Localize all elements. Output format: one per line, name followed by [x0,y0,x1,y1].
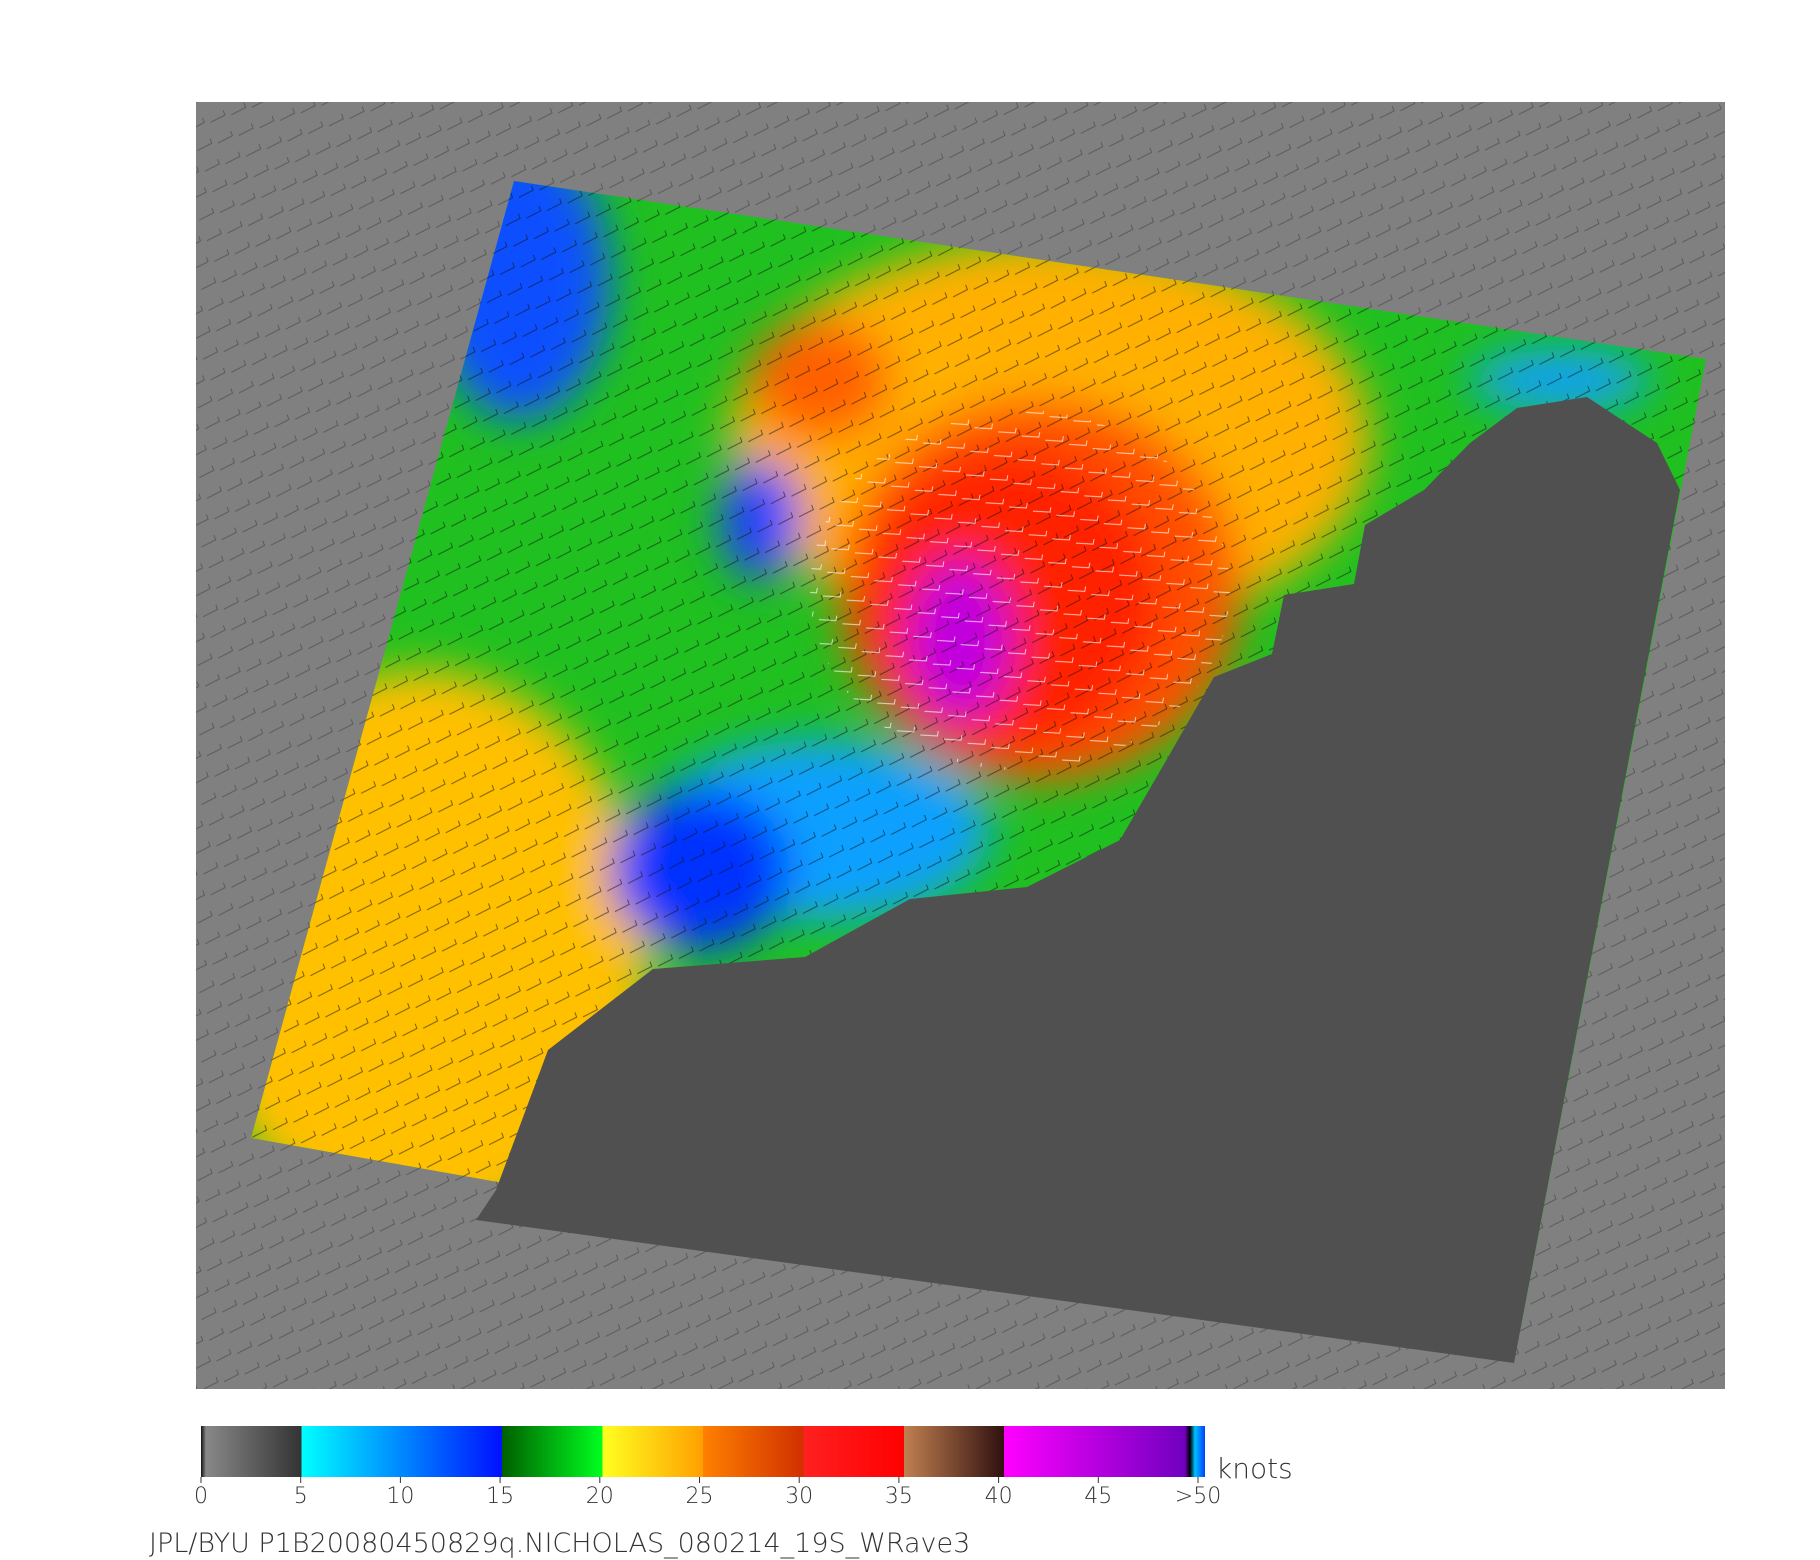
colorbar-tick-label: 20 [586,1484,614,1509]
colorbar-scale [201,1426,1205,1477]
caption: JPL/BYU P1B20080450829q.NICHOLAS_080214_… [149,1528,970,1559]
colorbar-unit: knots [1216,1452,1293,1485]
land-mask [476,397,1680,1363]
colorbar-tick-label: 10 [386,1484,414,1509]
colorbar-tick-label: 5 [294,1484,308,1509]
colorbar-tick-label: 40 [985,1484,1013,1509]
colorbar-tick-label: >50 [1175,1484,1221,1509]
colorbar-tick-label: 35 [885,1484,913,1509]
colorbar [201,1426,1205,1477]
colorbar-tick-label: 45 [1084,1484,1112,1509]
colorbar-tick-label: 30 [785,1484,813,1509]
colorbar-tick-label: 15 [486,1484,514,1509]
colorbar-tick-label: 0 [194,1484,208,1509]
colorbar-tick-label: 25 [686,1484,714,1509]
